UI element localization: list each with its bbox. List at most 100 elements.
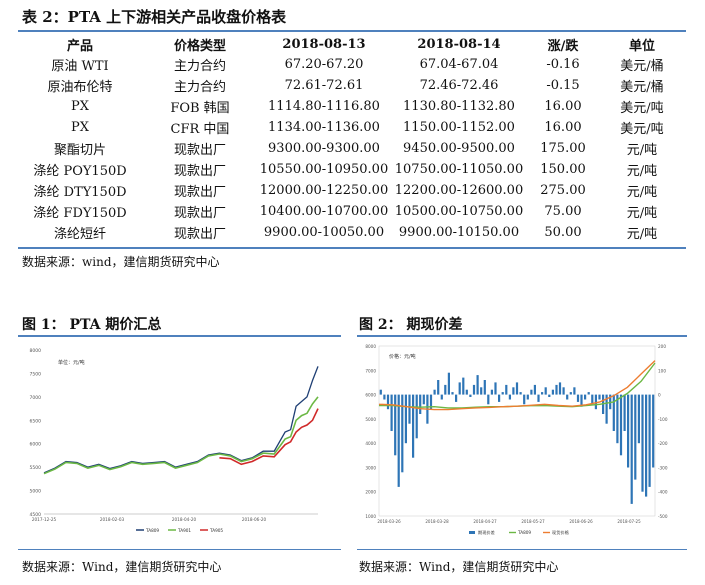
y-right-tick-label: -400	[658, 490, 668, 495]
basis-bar	[444, 384, 447, 395]
basis-bar	[584, 394, 587, 400]
fig1-source: 数据来源：Wind，建信期货研究中心	[22, 560, 222, 574]
basis-bar	[558, 382, 562, 395]
table-row: 涤纶 DTY150D 现款出厂 12000.00-12250.00 12200.00-…	[18, 180, 686, 201]
basis-bar	[462, 377, 465, 395]
x-tick-label: 2018-06-26	[569, 519, 593, 524]
table-cell: 16.00	[544, 99, 582, 114]
basis-bar	[476, 375, 479, 395]
basis-bar	[498, 394, 501, 402]
basis-bar	[637, 394, 640, 444]
legend-label: TA809	[517, 530, 531, 535]
y-tick-label: 6000	[30, 442, 42, 448]
table-cell: 元/吨	[626, 143, 658, 158]
unit-label: 价格：元/吨	[389, 353, 416, 360]
table-cell: -0.15	[546, 78, 580, 93]
table-cell: 72.61-72.61	[284, 78, 364, 93]
basis-chart: 800070006000500040003000200010002001000-…	[365, 344, 668, 536]
table-row: 原油布伦特 主力合约 72.61-72.61 72.46-72.46 -0.15 美元/桶	[18, 75, 686, 96]
fig1-title: 图 1： PTA 期价汇总	[22, 317, 162, 333]
legend-swatch	[469, 531, 475, 534]
table-cell: 现款出厂	[173, 143, 226, 158]
table-cell: 原油布伦特	[47, 80, 113, 95]
basis-bar	[648, 394, 651, 487]
table-cell: PX	[70, 99, 89, 114]
table-row: 涤纶 POY150D 现款出厂 10550.00-10950.00 10750.00-…	[18, 159, 686, 180]
table-cell: 美元/吨	[620, 122, 664, 137]
table-cell: CFR 中国	[170, 122, 230, 137]
y-tick-label: 5500	[30, 465, 42, 471]
y-left-tick-label: 2000	[365, 490, 376, 495]
y-right-tick-label: 200	[658, 344, 666, 349]
table-cell: 元/吨	[626, 185, 658, 200]
table-cell: FOB 韩国	[170, 101, 230, 116]
basis-bar	[566, 394, 569, 400]
table-cell: 1130.80-1132.80	[403, 99, 515, 114]
y-right-tick-label: -500	[658, 514, 668, 519]
plot-area	[44, 350, 318, 514]
y-tick-label: 6500	[30, 418, 42, 424]
basis-bar	[594, 394, 597, 410]
basis-bar	[422, 394, 425, 405]
basis-bar	[619, 394, 623, 456]
basis-bar	[519, 392, 522, 395]
table-header-cell: 2018-08-14	[417, 36, 501, 52]
table-source: 数据来源：wind，建信期货研究中心	[22, 255, 220, 269]
basis-bar	[641, 394, 644, 492]
basis-bar	[415, 394, 418, 439]
table-cell: 美元/桶	[620, 59, 664, 74]
basis-bar	[541, 392, 544, 395]
basis-bar	[548, 394, 551, 397]
table-row: PX CFR 中国 1134.00-1136.00 1150.00-1152.00 16…	[18, 117, 686, 138]
basis-bar	[408, 394, 411, 424]
table-cell: 10400.00-10700.00	[259, 204, 389, 219]
table-cell: 现款出厂	[173, 185, 226, 200]
table-cell: 150.00	[540, 162, 586, 177]
x-tick-label: 2018-06-20	[242, 517, 267, 522]
y-right-tick-label: 0	[658, 393, 661, 398]
table-header-cell: 产品	[66, 38, 93, 54]
table-body: 原油 WTI 主力合约 67.20-67.20 67.04-67.04 -0.16 美元/…	[18, 54, 686, 243]
table-cell: 元/吨	[626, 206, 658, 221]
table-header-cell: 2018-08-13	[282, 36, 366, 52]
table-header-row: 产品 价格类型 2018-08-13 2018-08-14 涨/跌 单位	[18, 34, 686, 54]
table-cell: 涤纶 FDY150D	[33, 206, 127, 221]
basis-bar	[458, 382, 461, 395]
unit-label: 单位：元/吨	[58, 359, 85, 366]
table-cell: 12200.00-12600.00	[394, 183, 524, 198]
pta-futures-chart: 8000 7500 7000 6500 6000 5500 5000 45002017-12-…	[30, 348, 319, 533]
basis-bar	[465, 389, 468, 395]
y-right-tick-label: -300	[658, 465, 668, 470]
basis-bar	[627, 394, 630, 468]
basis-bar	[469, 394, 472, 397]
table-row: 涤纶 FDY150D 现款出厂 10400.00-10700.00 10500.00-…	[18, 201, 686, 222]
chart-2-container: 8000 7000 6000 5000 4000 3000 2000 1000 200 100 0-…	[357, 338, 687, 543]
basis-bar	[533, 384, 536, 395]
table-row: 原油 WTI 主力合约 67.20-67.20 67.04-67.04 -0.16 美元/…	[18, 54, 686, 75]
y-tick-label: 7500	[30, 371, 42, 377]
basis-bar	[501, 392, 504, 395]
basis-bar	[429, 394, 433, 410]
x-tick-label: 2018-03-26	[377, 519, 401, 524]
x-tick-label: 2018-05-27	[521, 519, 545, 524]
basis-bar	[483, 380, 486, 395]
fig2-title: 图 2： 期现价差	[359, 317, 463, 333]
table-cell: 涤纶短纤	[53, 227, 106, 242]
legend-label: 现货价格	[552, 529, 570, 536]
basis-bar	[401, 394, 404, 473]
table-cell: 现款出厂	[173, 164, 226, 179]
basis-bar	[576, 394, 580, 402]
basis-bar	[612, 394, 615, 431]
legend-label: 期现价差	[478, 529, 495, 536]
table-cell: 现款出厂	[173, 227, 226, 242]
table-cell: 275.00	[540, 183, 586, 198]
basis-bar	[505, 384, 508, 395]
legend-label: TA901	[177, 528, 191, 533]
table-header-cell: 价格类型	[173, 38, 226, 54]
basis-bar	[544, 387, 547, 395]
series-line-ta901	[43, 396, 319, 475]
y-tick-label: 4500	[30, 512, 42, 518]
price-table: 产品 价格类型 2018-08-13 2018-08-14 涨/跌 单位 原油 WTI 主力…	[18, 34, 686, 243]
table-cell: 涤纶 DTY150D	[33, 185, 127, 200]
fig2-source: 数据来源：Wind，建信期货研究中心	[359, 560, 559, 574]
